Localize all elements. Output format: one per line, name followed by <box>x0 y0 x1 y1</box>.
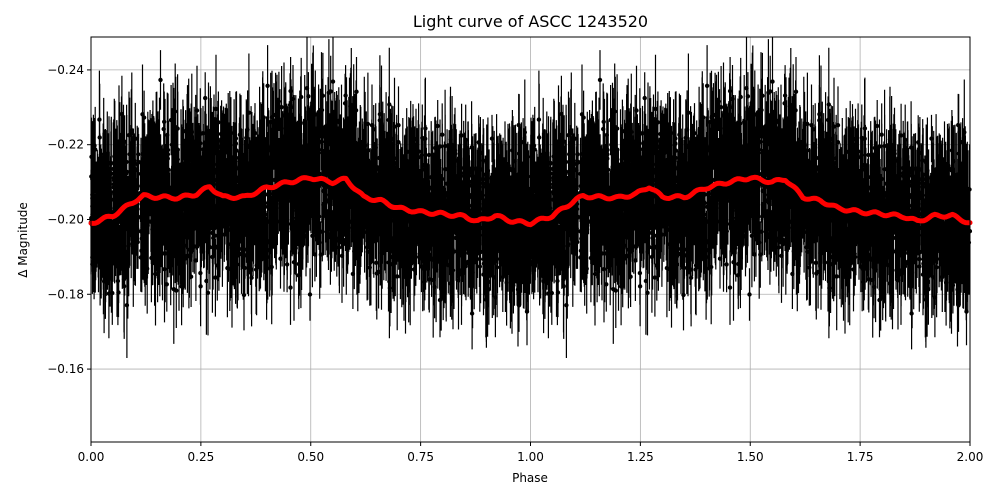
y-tick-label: −0.24 <box>47 63 84 77</box>
y-tick-label: −0.16 <box>47 362 84 376</box>
x-tick-label: 0.25 <box>188 450 215 464</box>
y-tick-label: −0.18 <box>47 287 84 301</box>
x-tick-label: 1.50 <box>737 450 764 464</box>
x-tick-label: 0.75 <box>407 450 434 464</box>
x-axis-ticks: 0.00 0.25 0.50 0.75 1.00 1.25 1.50 1.75 2.00 <box>78 442 984 464</box>
x-tick-label: 0.50 <box>297 450 324 464</box>
x-tick-label: 1.25 <box>627 450 654 464</box>
y-axis-label: Δ Magnitude <box>16 202 30 278</box>
model-curve <box>88 174 973 228</box>
observation-points <box>88 37 973 358</box>
chart-title: Light curve of ASCC 1243520 <box>412 12 649 31</box>
y-tick-label: −0.22 <box>47 138 84 152</box>
x-axis-label: Phase <box>512 471 548 485</box>
y-tick-label: −0.20 <box>47 212 84 226</box>
y-axis-ticks: −0.24 −0.22 −0.20 −0.18 −0.16 <box>47 63 91 376</box>
x-tick-label: 2.00 <box>957 450 984 464</box>
x-tick-label: 1.75 <box>847 450 874 464</box>
x-tick-label: 0.00 <box>78 450 105 464</box>
x-tick-label: 1.00 <box>517 450 544 464</box>
